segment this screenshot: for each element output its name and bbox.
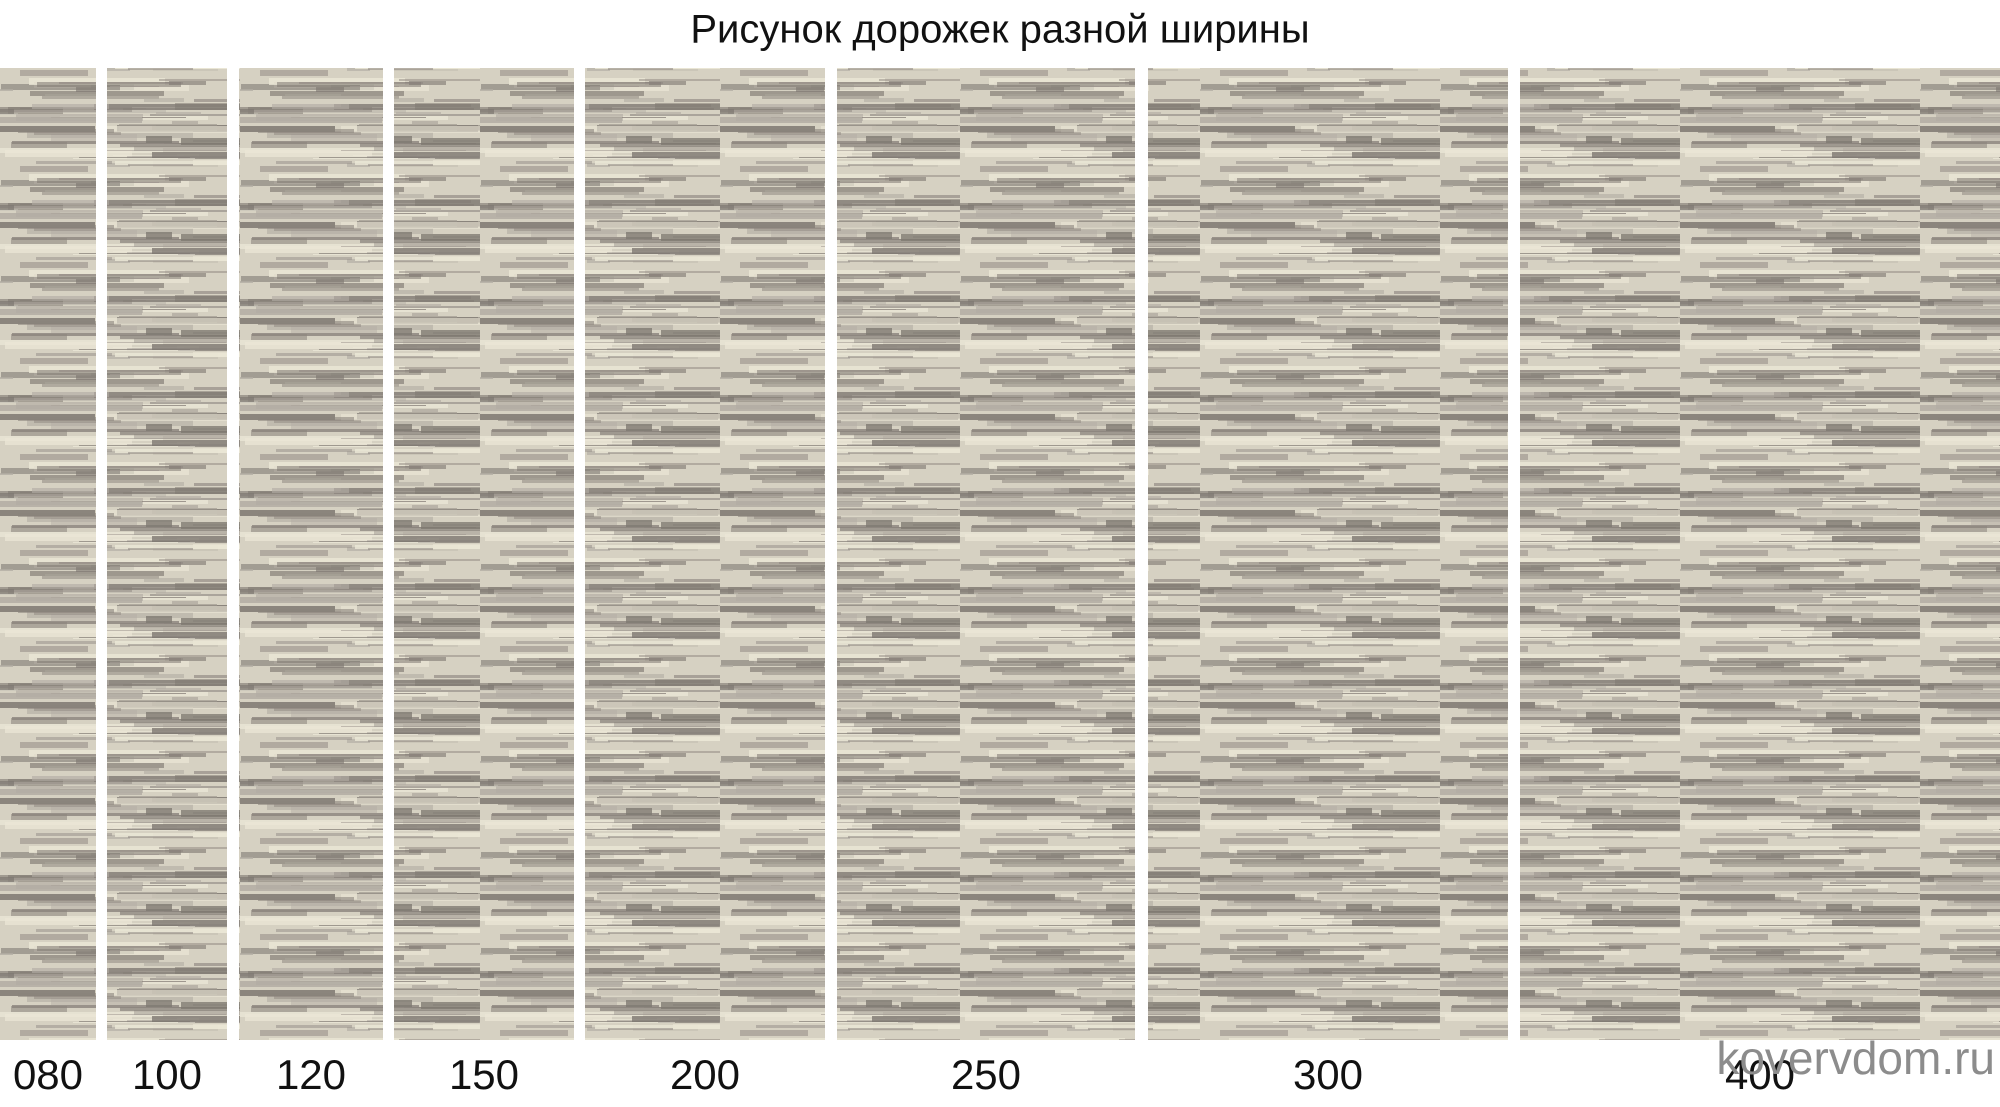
runner bbox=[585, 68, 825, 1040]
runners: 080 100 120 150 200 250 300 400 bbox=[0, 68, 2000, 1098]
watermark: kovervdom.ru bbox=[1716, 1032, 1995, 1084]
width-label: 250 bbox=[951, 1051, 1021, 1098]
width-label: 400 bbox=[1725, 1051, 1795, 1098]
runner bbox=[0, 68, 96, 1040]
runner bbox=[239, 68, 383, 1040]
runner bbox=[394, 68, 574, 1040]
width-label: 200 bbox=[670, 1051, 740, 1098]
runner bbox=[1148, 68, 1508, 1040]
width-label: 300 bbox=[1293, 1051, 1363, 1098]
width-label: 120 bbox=[276, 1051, 346, 1098]
width-label: 080 bbox=[13, 1051, 83, 1098]
runner bbox=[837, 68, 1135, 1040]
width-label: 100 bbox=[132, 1051, 202, 1098]
runner bbox=[107, 68, 227, 1040]
title: Рисунок дорожек разной ширины bbox=[690, 8, 1309, 52]
width-label: 150 bbox=[449, 1051, 519, 1098]
runner bbox=[1520, 68, 2000, 1040]
